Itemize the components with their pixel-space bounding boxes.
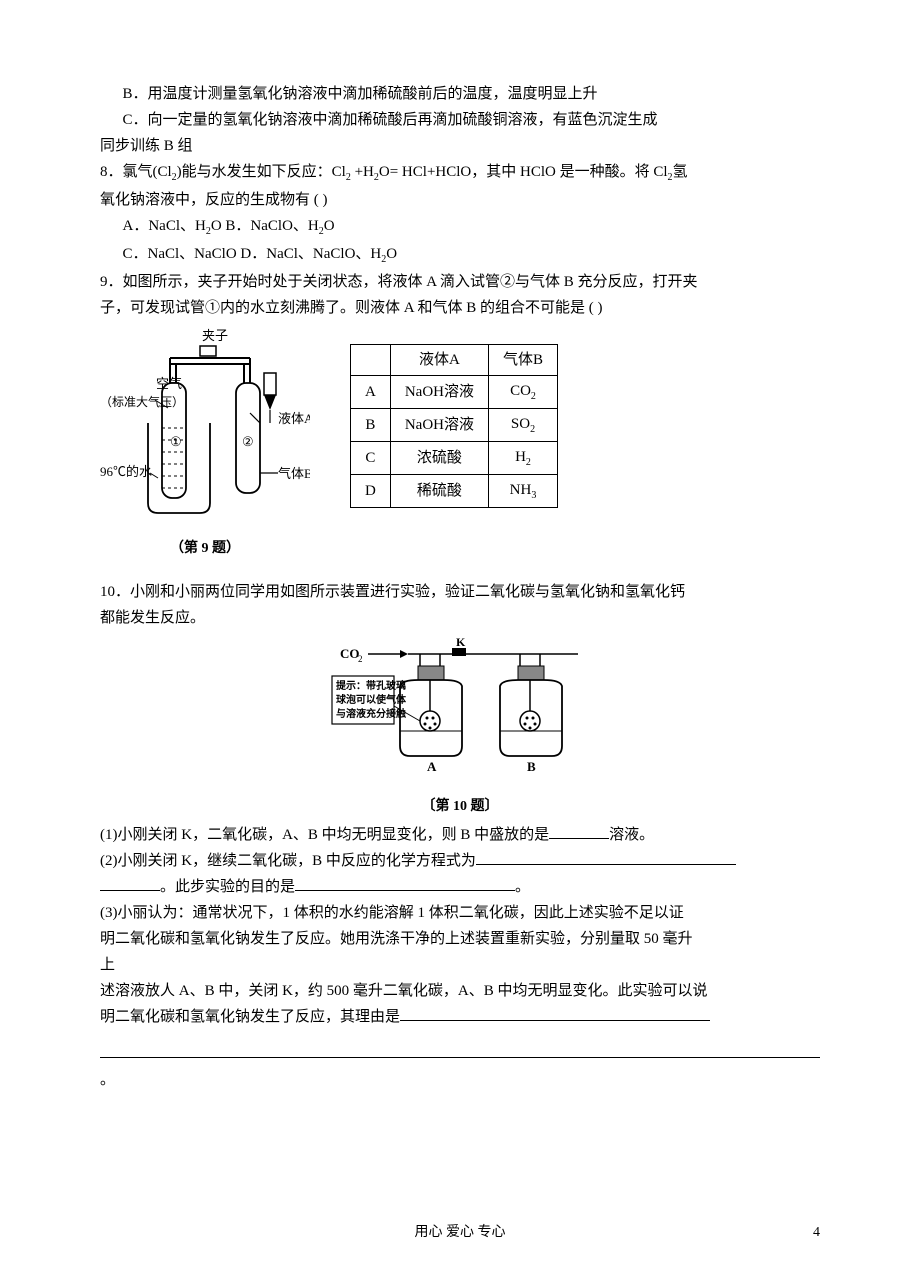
q9-table: 液体A 气体B A NaOH溶液 CO2 B NaOH溶液 SO2 C 浓硫酸 … [350, 344, 558, 508]
text: (2)小刚关闭 K，继续二氧化碳，B 中反应的化学方程式为 [100, 853, 476, 869]
q10-3b: 明二氧化碳和氢氧化钠发生了反应。她用洗涤干净的上述装置重新实验，分别量取 50 … [100, 927, 820, 951]
page: B．用温度计测量氢氧化钠溶液中滴加稀硫酸前后的温度，温度明显上升 C．向一定量的… [0, 0, 920, 1274]
svg-text:与溶液充分接触: 与溶液充分接触 [336, 707, 406, 720]
text: )能与水发生如下反应：Cl [177, 164, 346, 180]
text: O= HCl+HClO，其中 HClO 是一种酸。将 Cl [379, 164, 668, 180]
q10-3a: (3)小丽认为：通常状况下，1 体积的水约能溶解 1 体积二氧化碳，因此上述实验… [100, 901, 820, 925]
blank [549, 823, 609, 839]
svg-text:CO: CO [340, 646, 360, 661]
cell-b: H2 [489, 442, 558, 475]
cell-key: A [351, 376, 391, 409]
table-row: B NaOH溶液 SO2 [351, 409, 558, 442]
blank-line [100, 1039, 820, 1058]
blank [476, 849, 736, 865]
label-clip: 夹子 [202, 328, 228, 343]
text: 溶液。 [609, 827, 654, 843]
cell-key: D [351, 475, 391, 508]
q10-2b: 。此步实验的目的是 。 [100, 875, 820, 899]
q10-1: (1)小刚关闭 K，二氧化碳，A、B 中均无明显变化，则 B 中盛放的是 溶液。 [100, 823, 820, 847]
q10-figure: CO2 K A [100, 636, 820, 818]
svg-text:K: K [456, 636, 466, 649]
q8-option-ab: A．NaCl、H2O B．NaClO、H2O [100, 214, 820, 240]
q9-figure-row: 夹子 ① ② [100, 328, 820, 560]
text: 8．氯气(Cl [100, 164, 172, 180]
q10-2a: (2)小刚关闭 K，继续二氧化碳，B 中反应的化学方程式为 [100, 849, 820, 873]
cell-key: B [351, 409, 391, 442]
label-gas-b: 气体B [278, 466, 310, 481]
label-air: 空气 [156, 376, 182, 391]
cell-a: NaOH溶液 [390, 376, 488, 409]
label-96c: 96℃的水 [100, 464, 152, 479]
table-row: A NaOH溶液 CO2 [351, 376, 558, 409]
text: O [386, 246, 397, 262]
period: 。 [100, 1068, 820, 1092]
text: O [324, 218, 335, 234]
option-b: B．用温度计测量氢氧化钠溶液中滴加稀硫酸前后的温度，温度明显上升 [100, 82, 820, 106]
th-blank [351, 345, 391, 376]
text: (1)小刚关闭 K，二氧化碳，A、B 中均无明显变化，则 B 中盛放的是 [100, 827, 549, 843]
table-row: C 浓硫酸 H2 [351, 442, 558, 475]
cell-key: C [351, 442, 391, 475]
q9-stem-2: 子，可发现试管①内的水立刻沸腾了。则液体 A 和气体 B 的组合不可能是 ( ) [100, 296, 820, 320]
cell-b: CO2 [489, 376, 558, 409]
label-liquid-a: 液体A [278, 411, 310, 426]
q10-3c: 上 [100, 953, 820, 977]
th-gas-b: 气体B [489, 345, 558, 376]
svg-text:A: A [427, 759, 437, 774]
q9-diagram: 夹子 ① ② [100, 328, 310, 528]
blank [295, 875, 515, 891]
text: A．NaCl、H [123, 218, 206, 234]
q10-3e: 明二氧化碳和氢氧化钠发生了反应，其理由是 [100, 1005, 820, 1029]
q9-caption: （第 9 题） [100, 538, 310, 560]
cell-b: NH3 [489, 475, 558, 508]
q10-3d: 述溶液放人 A、B 中，关闭 K，约 500 毫升二氧化碳，A、B 中均无明显变… [100, 979, 820, 1003]
page-number: 4 [813, 1222, 820, 1244]
label-one: ① [170, 434, 182, 449]
svg-text:提示：带孔玻璃: 提示：带孔玻璃 [336, 679, 406, 692]
svg-text:球泡可以使气体: 球泡可以使气体 [336, 693, 407, 706]
text: 。 [515, 879, 530, 895]
footer: 用心 爱心 专心 4 [0, 1222, 920, 1244]
text: 氢 [673, 164, 688, 180]
q10-stem-2: 都能发生反应。 [100, 606, 820, 630]
option-c: C．向一定量的氢氧化钠溶液中滴加稀硫酸后再滴加硫酸铜溶液，有蓝色沉淀生成 [100, 108, 820, 132]
q10-stem-1: 10．小刚和小丽两位同学用如图所示装置进行实验，验证二氧化碳与氢氧化钠和氢氧化钙 [100, 580, 820, 604]
text: 明二氧化碳和氢氧化钠发生了反应，其理由是 [100, 1009, 400, 1025]
q9-stem-1: 9．如图所示，夹子开始时处于关闭状态，将液体 A 滴入试管②与气体 B 充分反应… [100, 270, 820, 294]
section-title: 同步训练 B 组 [100, 134, 820, 158]
blank [400, 1005, 710, 1021]
q9-figure: 夹子 ① ② [100, 328, 310, 560]
label-stdp: （标准大气压） [100, 394, 184, 409]
cell-a: NaOH溶液 [390, 409, 488, 442]
blank [100, 875, 160, 891]
text: C．NaCl、NaClO D．NaCl、NaClO、H [123, 246, 382, 262]
label-two: ② [242, 434, 254, 449]
text: O B．NaClO、H [211, 218, 319, 234]
q10-diagram: CO2 K A [330, 636, 590, 786]
q8-stem-2: 氧化钠溶液中，反应的生成物有 ( ) [100, 188, 820, 212]
q8-option-cd: C．NaCl、NaClO D．NaCl、NaClO、H2O [100, 242, 820, 268]
cell-a: 浓硫酸 [390, 442, 488, 475]
q10-caption: 〔第 10 题〕 [100, 796, 820, 818]
text: 。此步实验的目的是 [160, 879, 295, 895]
svg-text:B: B [527, 759, 536, 774]
cell-a: 稀硫酸 [390, 475, 488, 508]
svg-text:2: 2 [358, 654, 363, 664]
q8-stem-1: 8．氯气(Cl2)能与水发生如下反应：Cl2 +H2O= HCl+HClO，其中… [100, 160, 820, 186]
text: +H [351, 164, 374, 180]
footer-text: 用心 爱心 专心 [415, 1225, 506, 1240]
table-row: D 稀硫酸 NH3 [351, 475, 558, 508]
th-liquid-a: 液体A [390, 345, 488, 376]
cell-b: SO2 [489, 409, 558, 442]
